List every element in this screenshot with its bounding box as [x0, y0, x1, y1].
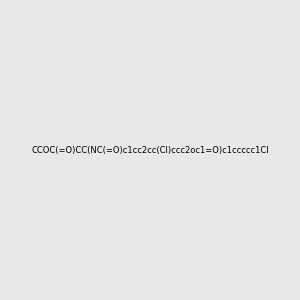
- Text: CCOC(=O)CC(NC(=O)c1cc2cc(Cl)ccc2oc1=O)c1ccccc1Cl: CCOC(=O)CC(NC(=O)c1cc2cc(Cl)ccc2oc1=O)c1…: [31, 146, 269, 154]
